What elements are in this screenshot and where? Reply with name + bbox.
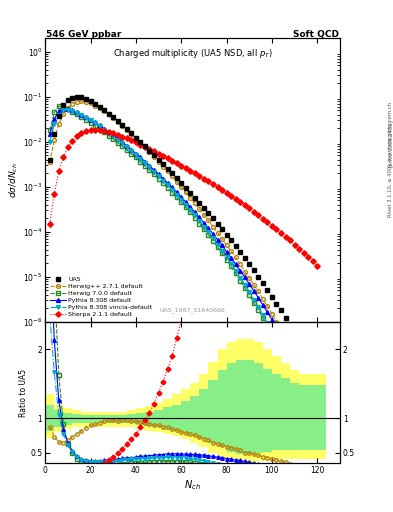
Pythia 8.308 vincia-default xyxy=(315,430,320,436)
Text: mcplots.cern.ch: mcplots.cern.ch xyxy=(387,101,392,143)
UA5 xyxy=(147,147,152,154)
Legend: UA5, Herwig++ 2.7.1 default, Herwig 7.0.0 default, Pythia 8.308 default, Pythia : UA5, Herwig++ 2.7.1 default, Herwig 7.0.… xyxy=(48,275,154,318)
Herwig++ 2.7.1 default xyxy=(315,397,320,403)
Text: [arXiv:1306.3436]: [arXiv:1306.3436] xyxy=(387,119,392,167)
Herwig++ 2.7.1 default xyxy=(120,122,125,129)
Pythia 8.308 vincia-default xyxy=(48,139,52,145)
Herwig 7.0.0 default xyxy=(143,163,147,169)
Sherpa 2.1.1 default xyxy=(129,137,134,143)
Sherpa 2.1.1 default xyxy=(220,187,224,193)
Herwig++ 2.7.1 default xyxy=(48,159,52,165)
Line: Herwig 7.0.0 default: Herwig 7.0.0 default xyxy=(48,104,319,438)
Text: Soft QCD: Soft QCD xyxy=(293,30,339,39)
Herwig++ 2.7.1 default xyxy=(143,144,147,151)
Herwig 7.0.0 default xyxy=(315,434,320,440)
UA5 xyxy=(215,221,220,227)
Herwig++ 2.7.1 default xyxy=(220,236,224,242)
Herwig 7.0.0 default xyxy=(129,151,134,157)
Pythia 8.308 vincia-default xyxy=(120,140,125,146)
Line: UA5: UA5 xyxy=(48,95,324,388)
Y-axis label: Ratio to UA5: Ratio to UA5 xyxy=(18,369,28,417)
Sherpa 2.1.1 default xyxy=(93,127,97,133)
Pythia 8.308 default xyxy=(61,105,66,112)
UA5 xyxy=(288,322,292,328)
Text: UA5_1987_S1640666: UA5_1987_S1640666 xyxy=(160,308,226,313)
Pythia 8.308 vincia-default xyxy=(220,248,224,254)
Y-axis label: $d\sigma/dN_{ch}$: $d\sigma/dN_{ch}$ xyxy=(8,162,20,198)
Pythia 8.308 vincia-default xyxy=(129,148,134,154)
Herwig++ 2.7.1 default xyxy=(138,140,143,146)
UA5 xyxy=(75,94,79,100)
Sherpa 2.1.1 default xyxy=(315,263,320,269)
UA5 xyxy=(48,157,52,163)
UA5 xyxy=(197,200,202,206)
Pythia 8.308 vincia-default xyxy=(97,123,102,130)
Herwig 7.0.0 default xyxy=(138,159,143,165)
Sherpa 2.1.1 default xyxy=(138,141,143,147)
Line: Herwig++ 2.7.1 default: Herwig++ 2.7.1 default xyxy=(48,99,319,402)
Sherpa 2.1.1 default xyxy=(48,221,52,227)
Pythia 8.308 vincia-default xyxy=(138,156,143,162)
Pythia 8.308 default xyxy=(220,242,224,248)
Herwig 7.0.0 default xyxy=(97,126,102,132)
X-axis label: $N_{ch}$: $N_{ch}$ xyxy=(184,478,201,492)
Sherpa 2.1.1 default xyxy=(143,144,147,150)
Sherpa 2.1.1 default xyxy=(120,134,125,140)
Herwig 7.0.0 default xyxy=(48,127,52,134)
Line: Sherpa 2.1.1 default: Sherpa 2.1.1 default xyxy=(48,128,319,268)
Text: Rivet 3.1.10, ≥ 400k events: Rivet 3.1.10, ≥ 400k events xyxy=(387,143,392,217)
Pythia 8.308 default xyxy=(97,122,102,129)
Pythia 8.308 default xyxy=(143,159,147,165)
Herwig++ 2.7.1 default xyxy=(97,105,102,111)
Herwig++ 2.7.1 default xyxy=(129,131,134,137)
UA5 xyxy=(116,118,120,124)
Text: 546 GeV ppbar: 546 GeV ppbar xyxy=(46,30,122,39)
Herwig 7.0.0 default xyxy=(220,250,224,257)
Sherpa 2.1.1 default xyxy=(97,127,102,133)
Pythia 8.308 default xyxy=(48,131,52,137)
Line: Pythia 8.308 vincia-default: Pythia 8.308 vincia-default xyxy=(48,108,319,435)
Pythia 8.308 default xyxy=(129,146,134,153)
Herwig 7.0.0 default xyxy=(57,103,61,109)
Pythia 8.308 default xyxy=(138,155,143,161)
Herwig++ 2.7.1 default xyxy=(79,98,84,104)
Pythia 8.308 default xyxy=(120,139,125,145)
Pythia 8.308 default xyxy=(315,405,320,411)
Herwig 7.0.0 default xyxy=(120,143,125,150)
UA5 xyxy=(107,111,111,117)
Text: Charged multiplicity (UA5 NSD, all $p_T$): Charged multiplicity (UA5 NSD, all $p_T$… xyxy=(112,47,273,60)
UA5 xyxy=(320,382,324,389)
Pythia 8.308 vincia-default xyxy=(66,106,70,113)
Line: Pythia 8.308 default: Pythia 8.308 default xyxy=(48,106,319,410)
Pythia 8.308 vincia-default xyxy=(143,160,147,166)
